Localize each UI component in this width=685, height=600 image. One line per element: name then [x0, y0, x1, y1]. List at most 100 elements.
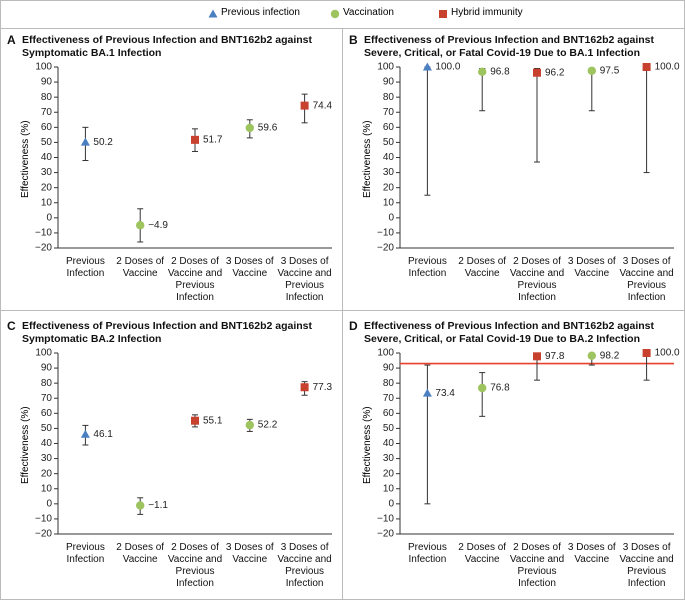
chart-title: Effectiveness of Previous Infection and …	[364, 320, 654, 345]
y-tick-label: 30	[41, 167, 53, 178]
marker	[533, 68, 541, 77]
value-label: 96.8	[490, 66, 510, 77]
y-axis-label: Effectiveness (%)	[20, 406, 31, 484]
value-label: 52.2	[258, 420, 278, 431]
y-tick-label: −20	[35, 529, 52, 540]
y-tick-label: 10	[383, 197, 395, 208]
marker	[300, 383, 309, 392]
y-tick-label: 20	[41, 182, 53, 193]
legend-entry: Previous infection	[221, 7, 300, 18]
marker	[136, 221, 145, 230]
chart-title: Effectiveness of Previous Infection and …	[22, 34, 312, 59]
y-tick-label: 40	[41, 152, 53, 163]
marker	[191, 135, 199, 144]
x-tick-label: 3 Doses of Vaccine	[567, 256, 616, 279]
y-tick-label: −10	[377, 228, 394, 239]
y-tick-label: 10	[383, 483, 395, 494]
y-tick-label: 50	[383, 137, 395, 148]
x-tick-label: 2 Doses of Vaccine and Previous Infectio…	[509, 256, 565, 303]
x-tick-label: Previous Infection	[65, 542, 105, 565]
value-label: −1.1	[148, 500, 168, 511]
panel-label: B	[349, 33, 358, 47]
y-tick-label: 20	[41, 468, 53, 479]
value-label: 98.2	[600, 350, 620, 361]
panel-label: D	[349, 319, 358, 333]
y-tick-label: 10	[41, 197, 53, 208]
value-label: 55.1	[203, 415, 223, 426]
y-tick-label: 50	[41, 137, 53, 148]
y-tick-label: 30	[41, 453, 53, 464]
y-tick-label: 70	[41, 393, 53, 404]
value-label: −4.9	[148, 220, 168, 231]
y-tick-label: 70	[41, 107, 53, 118]
y-tick-label: 30	[383, 453, 395, 464]
y-tick-label: −10	[35, 514, 52, 525]
value-label: 76.8	[490, 383, 510, 394]
value-label: 100.0	[655, 348, 680, 359]
y-axis-label: Effectiveness (%)	[362, 406, 373, 484]
value-label: 100.0	[435, 62, 460, 73]
x-tick-label: Previous Infection	[407, 256, 447, 279]
y-tick-label: 0	[46, 212, 52, 223]
y-tick-label: 10	[41, 483, 53, 494]
y-tick-label: 100	[377, 348, 394, 359]
legend-marker	[208, 9, 218, 18]
panel-label: C	[7, 319, 16, 333]
y-tick-label: 80	[383, 378, 395, 389]
marker	[80, 137, 90, 146]
y-tick-label: 80	[41, 92, 53, 103]
y-tick-label: 0	[388, 498, 394, 509]
y-tick-label: 40	[383, 438, 395, 449]
y-tick-label: 50	[41, 423, 53, 434]
marker	[422, 62, 432, 71]
x-tick-label: Previous Infection	[407, 542, 447, 565]
x-tick-label: 3 Doses of Vaccine and Previous Infectio…	[619, 542, 674, 589]
x-tick-label: Previous Infection	[65, 256, 105, 279]
chart-title: Effectiveness of Previous Infection and …	[364, 34, 654, 59]
value-label: 74.4	[313, 100, 333, 111]
y-tick-label: 90	[41, 77, 53, 88]
y-tick-label: −10	[377, 514, 394, 525]
y-tick-label: 90	[41, 363, 53, 374]
marker	[245, 123, 254, 133]
x-tick-label: 2 Doses of Vaccine and Previous Infectio…	[167, 542, 223, 589]
y-tick-label: 50	[383, 423, 395, 434]
value-label: 100.0	[655, 62, 680, 73]
y-tick-label: 80	[41, 378, 53, 389]
x-tick-label: 3 Doses of Vaccine and Previous Infectio…	[277, 542, 332, 589]
y-tick-label: 60	[41, 408, 53, 419]
x-tick-label: 3 Doses of Vaccine and Previous Infectio…	[619, 256, 674, 303]
value-label: 50.2	[93, 137, 113, 148]
x-tick-label: 2 Doses of Vaccine and Previous Infectio…	[167, 256, 223, 303]
value-label: 73.4	[435, 388, 455, 399]
panel-label: A	[7, 33, 16, 47]
x-tick-label: 2 Doses of Vaccine	[116, 256, 165, 279]
x-tick-label: 3 Doses of Vaccine	[567, 542, 616, 565]
y-tick-label: 0	[388, 212, 394, 223]
y-tick-label: 20	[383, 468, 395, 479]
x-tick-label: 2 Doses of Vaccine	[116, 542, 165, 565]
y-tick-label: 100	[377, 62, 394, 73]
y-tick-label: 60	[383, 408, 395, 419]
y-tick-label: −20	[377, 243, 394, 254]
y-tick-label: 0	[46, 498, 52, 509]
marker	[300, 101, 309, 110]
marker	[587, 351, 596, 360]
y-tick-label: −20	[35, 243, 52, 254]
x-tick-label: 2 Doses of Vaccine	[458, 256, 507, 279]
marker	[245, 420, 254, 430]
value-label: 51.7	[203, 134, 223, 145]
y-tick-label: 100	[35, 348, 52, 359]
marker	[478, 67, 487, 77]
value-label: 46.1	[93, 429, 113, 440]
y-axis-label: Effectiveness (%)	[362, 120, 373, 198]
y-tick-label: 60	[41, 122, 53, 133]
y-tick-label: 30	[383, 167, 395, 178]
x-tick-label: 2 Doses of Vaccine	[458, 542, 507, 565]
value-label: 96.2	[545, 67, 565, 78]
y-tick-label: 90	[383, 77, 395, 88]
y-tick-label: 20	[383, 182, 395, 193]
legend-entry: Hybrid immunity	[451, 7, 523, 18]
marker	[587, 66, 596, 75]
